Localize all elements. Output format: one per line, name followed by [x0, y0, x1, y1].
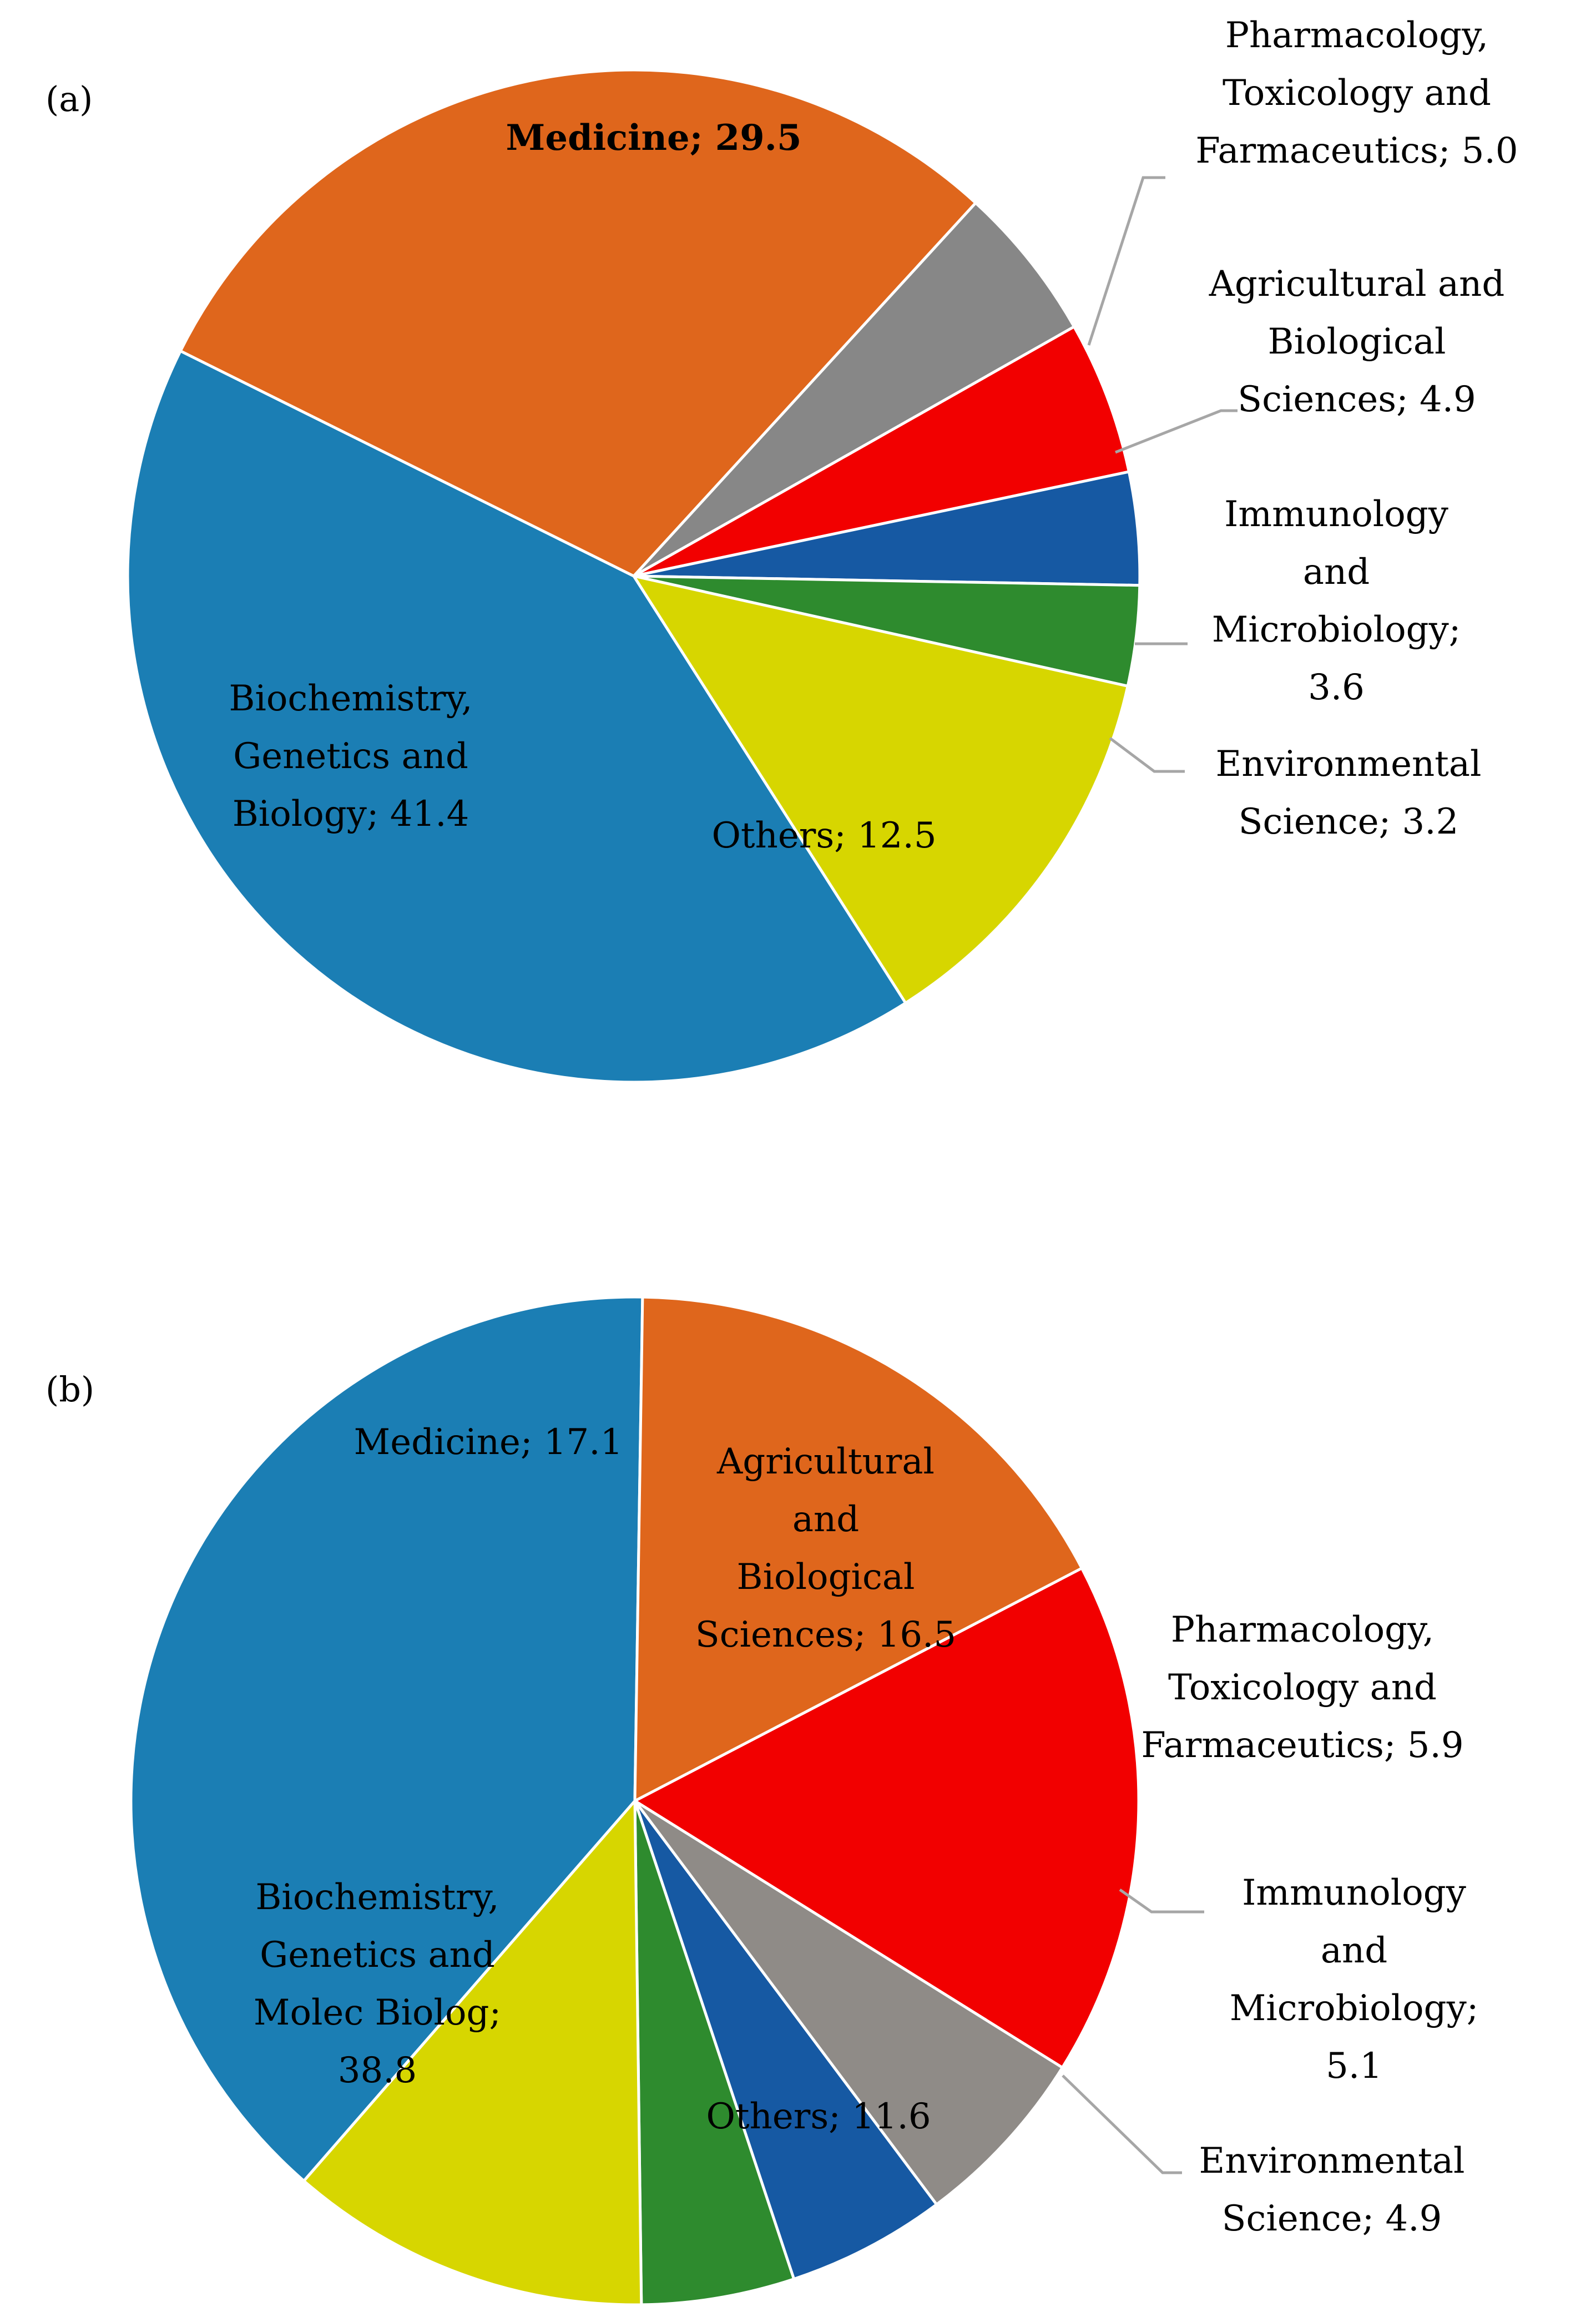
pie-a-label-agricultural-line: Agricultural and: [1209, 264, 1505, 305]
pie-a-labels: Pharmacology, Toxicology and Farmaceutics;…: [229, 15, 1518, 856]
pie-a-label-immunology-line: Immunology: [1224, 494, 1448, 535]
pie-b-leader-environmental: [1062, 2074, 1182, 2174]
pie-a-label-agricultural-line: Biological: [1268, 321, 1446, 362]
pie-a-label-pharmacology-line: Farmaceutics; 5.0: [1195, 130, 1518, 171]
pie-a-leader-environmental: [1109, 737, 1185, 773]
pie-b-label-immunology-line: Immunology: [1242, 1872, 1466, 1914]
pie-a-label-pharmacology: Pharmacology, Toxicology and Farmaceutics;…: [1195, 15, 1518, 171]
pie-b-label-pharmacology-line: Toxicology and: [1168, 1667, 1437, 1708]
pie-b-label-biochemistry-line: Genetics and: [260, 1935, 495, 1976]
pie-b-label-environmental: Environmental Science; 4.9: [1199, 2141, 1464, 2239]
pie-b-label-environmental-line: Environmental: [1199, 2141, 1464, 2182]
pie-b-label-immunology-line: Microbiology;: [1230, 1988, 1479, 2029]
pie-b-slice-immunology: [633, 1800, 939, 2281]
pie-b-label-others: Others; 11.6: [706, 2096, 931, 2137]
pie-a-label-pharmacology-line: Toxicology and: [1223, 73, 1491, 114]
pie-a-label-agricultural-line: Sciences; 4.9: [1238, 379, 1476, 420]
pie-b-slices: [129, 1295, 1140, 2306]
pie-a-label-medicine: Medicine; 29.5: [506, 117, 802, 159]
pie-b-label-medicine: Medicine; 17.1: [354, 1422, 623, 1463]
pie-b-label-agricultural-line: Agricultural: [716, 1441, 935, 1482]
pie-b-slice-others: [302, 1797, 643, 2306]
pie-a-label-agricultural: Agricultural and Biological Sciences; 4.9: [1209, 264, 1505, 420]
pie-b-label-pharmacology-line: Pharmacology,: [1171, 1609, 1434, 1650]
pie-b-label-agricultural: Agricultural and Biological Sciences; 16.5: [695, 1441, 956, 1655]
pie-a-slice-agricultural: [633, 325, 1131, 578]
pie-b-slice-environmental: [633, 1800, 796, 2306]
pie-a-slice-immunology: [633, 470, 1142, 587]
pie-b-slice-pharmacology: [633, 1799, 1064, 2207]
pie-a-leader-pharmacology: [1087, 176, 1165, 346]
pie-a-slice-biochemistry: [126, 349, 908, 1084]
pie-a-label-environmental-line: Science; 3.2: [1239, 801, 1459, 842]
pie-b-slice-medicine: [633, 1295, 1084, 1804]
pie-b-label-biochemistry-line: 38.8: [338, 2050, 417, 2091]
pie-b-leader-lines: [1062, 1888, 1204, 2174]
panel-label-a: (a): [46, 79, 93, 119]
pie-b-label-immunology-line: and: [1321, 1930, 1387, 1971]
pie-a-label-immunology-line: 3.6: [1308, 667, 1365, 708]
pie-a-label-others: Others; 12.5: [711, 815, 936, 856]
panel-label-b: (b): [46, 1369, 94, 1410]
pie-b-label-pharmacology-line: Farmaceutics; 5.9: [1141, 1725, 1463, 1766]
pie-b-label-environmental-line: Science; 4.9: [1222, 2198, 1442, 2239]
pie-b-label-immunology: Immunology and Microbiology; 5.1: [1230, 1872, 1479, 2087]
pie-a-label-biochemistry-line: Biology; 41.4: [233, 794, 469, 835]
pie-chart-b: (b) Agricultural and Biological Sciences; 1…: [46, 1295, 1478, 2306]
pie-b-label-agricultural-line: Biological: [737, 1557, 915, 1598]
pie-b-label-others-line: Others; 11.6: [706, 2096, 931, 2137]
pie-a-label-biochemistry-line: Genetics and: [233, 736, 468, 777]
pie-b-slice-biochemistry: [129, 1295, 644, 2183]
pie-b-labels: Agricultural and Biological Sciences; 16.5 P…: [254, 1422, 1478, 2239]
pie-b-label-pharmacology: Pharmacology, Toxicology and Farmaceutics;…: [1141, 1609, 1463, 1766]
pie-b-label-biochemistry-line: Biochemistry,: [255, 1877, 499, 1918]
pie-a-label-pharmacology-line: Pharmacology,: [1225, 15, 1488, 56]
pie-a-label-environmental-line: Environmental: [1215, 744, 1481, 785]
pie-a-label-medicine-line: Medicine; 29.5: [506, 117, 802, 159]
pie-a-slice-others: [630, 574, 1130, 1005]
pie-b-label-biochemistry: Biochemistry, Genetics and Molec Biolog; 38…: [254, 1877, 501, 2091]
pie-a-leader-agricultural: [1115, 409, 1238, 454]
pie-a-label-biochemistry-line: Biochemistry,: [229, 678, 472, 719]
pie-a-slice-pharmacology: [633, 201, 1077, 578]
pie-b-label-agricultural-line: and: [792, 1499, 859, 1540]
pie-b-label-agricultural-line: Sciences; 16.5: [695, 1614, 956, 1655]
pie-b-label-biochemistry-line: Molec Biolog;: [254, 1992, 501, 2033]
pie-a-slices: [126, 68, 1142, 1084]
pie-b-leader-immunology: [1119, 1888, 1204, 1914]
pie-a-label-others-line: Others; 12.5: [711, 815, 936, 856]
pie-b-slice-agricultural: [632, 1566, 1140, 2070]
pie-b-label-medicine-line: Medicine; 17.1: [354, 1422, 623, 1463]
pie-a-label-environmental: Environmental Science; 3.2: [1215, 744, 1481, 842]
pie-a-slice-medicine: [178, 68, 978, 578]
pie-a-label-immunology: Immunology and Microbiology; 3.6: [1212, 494, 1461, 708]
pie-chart-a: (a) Pharmacology, Toxicology and Farmaceut…: [46, 15, 1518, 1084]
pie-a-label-immunology-line: and: [1303, 552, 1370, 593]
pie-a-leader-lines: [1087, 176, 1238, 773]
pie-a-label-biochemistry: Biochemistry, Genetics and Biology; 41.4: [229, 678, 472, 835]
pie-b-label-immunology-line: 5.1: [1326, 2046, 1382, 2087]
pie-a-label-immunology-line: Microbiology;: [1212, 609, 1461, 650]
